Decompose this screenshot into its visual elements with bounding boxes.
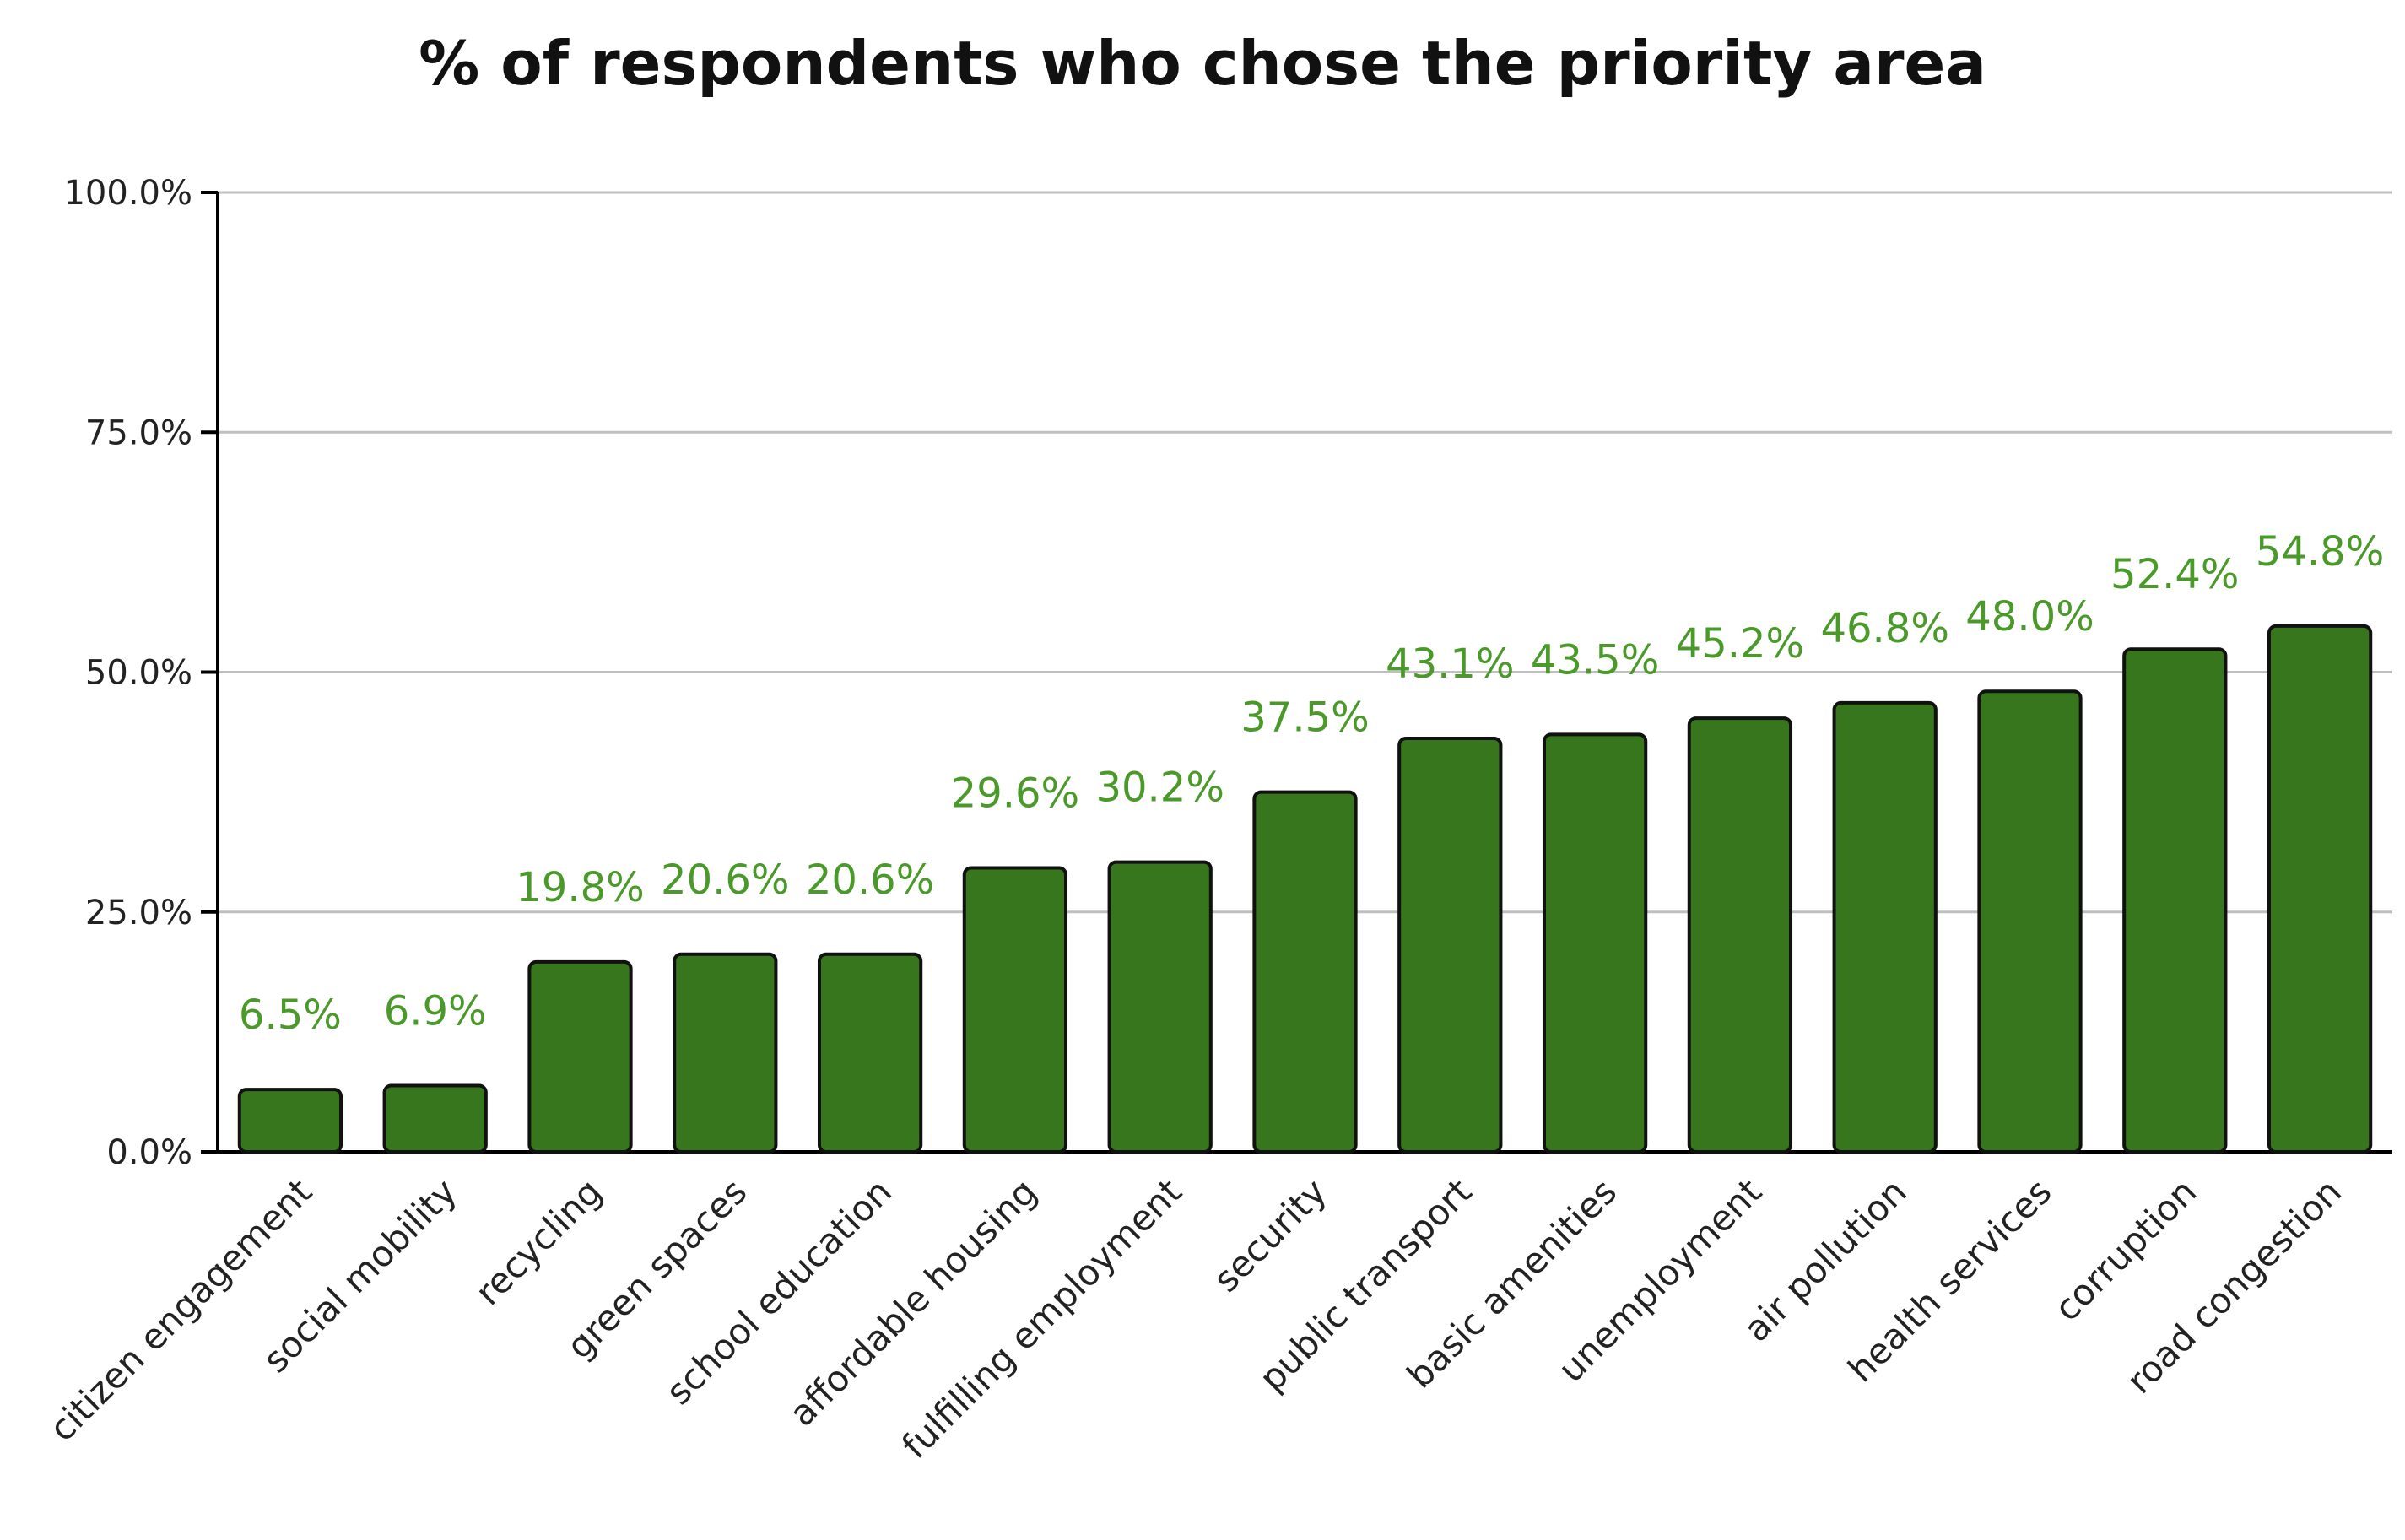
- data-label: 46.8%: [1820, 605, 1948, 652]
- y-tick-label: 50.0%: [85, 654, 192, 693]
- y-tick-label: 75.0%: [85, 413, 192, 452]
- bar: [962, 866, 1068, 1154]
- bar: [1832, 700, 1938, 1154]
- x-tick-label: security: [1205, 1170, 1334, 1300]
- data-label: 45.2%: [1676, 620, 1804, 667]
- bar: [1397, 736, 1503, 1154]
- bar: [527, 959, 633, 1154]
- data-label: 54.8%: [2256, 528, 2384, 575]
- bar: [817, 952, 923, 1154]
- data-label: 29.6%: [951, 770, 1079, 817]
- bar: [1977, 689, 2083, 1154]
- bar: [382, 1083, 488, 1154]
- y-tick-label: 0.0%: [106, 1133, 192, 1172]
- bars: [237, 624, 2373, 1154]
- data-label: 37.5%: [1240, 694, 1369, 742]
- x-tick-label: citizen engagement: [41, 1170, 320, 1449]
- x-tick-label: affordable housing: [781, 1170, 1045, 1434]
- axes: 0.0% 25.0% 50.0% 75.0% 100.0%: [63, 174, 2392, 1172]
- data-labels: 6.5% 6.9% 19.8% 20.6% 20.6% 29.6% 30.2% 37.5% 43…: [239, 528, 2384, 1039]
- x-tick-label: corruption: [2046, 1170, 2205, 1329]
- bar: [673, 952, 778, 1154]
- data-label: 6.5%: [239, 992, 342, 1039]
- data-label: 30.2%: [1095, 765, 1224, 812]
- x-tick-label: fulfilling employment: [894, 1170, 1189, 1466]
- data-label: 20.6%: [661, 856, 789, 904]
- bar: [2267, 624, 2373, 1154]
- bar: [1542, 732, 1648, 1154]
- data-label: 6.9%: [384, 988, 487, 1035]
- y-tick-label: 25.0%: [85, 894, 192, 932]
- bar: [2122, 647, 2228, 1154]
- bar: [1687, 716, 1793, 1154]
- x-tick-label: recycling: [467, 1170, 610, 1313]
- y-tick-label: 100.0%: [63, 174, 192, 213]
- bar: [237, 1088, 343, 1154]
- data-label: 48.0%: [1965, 593, 2094, 640]
- data-label: 43.5%: [1531, 636, 1659, 684]
- data-label: 43.1%: [1386, 640, 1514, 688]
- bar: [1252, 790, 1358, 1154]
- bar: [1107, 860, 1213, 1154]
- data-label: 20.6%: [806, 856, 934, 904]
- data-label: 52.4%: [2110, 551, 2239, 598]
- chart-title: % of respondents who chose the priority …: [419, 28, 1986, 99]
- data-label: 19.8%: [516, 864, 644, 911]
